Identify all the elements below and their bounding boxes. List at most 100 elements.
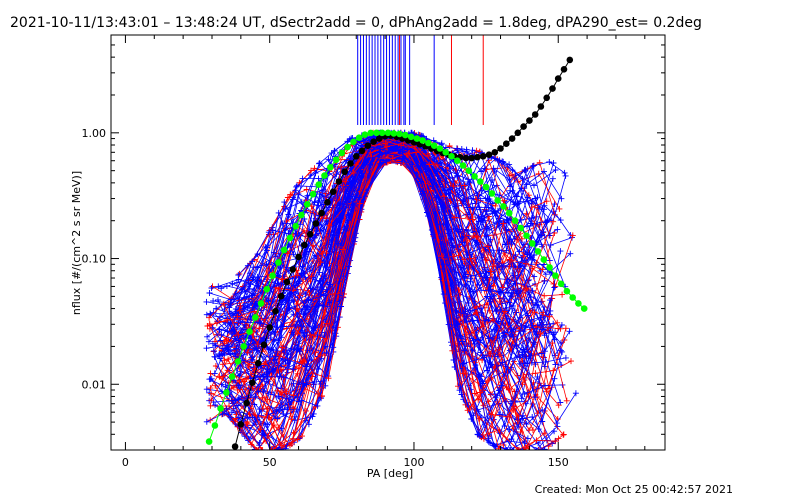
- measured-point: [457, 309, 464, 316]
- black-series-point: [370, 138, 377, 145]
- black-series-point: [468, 154, 476, 162]
- green-series-point: [286, 234, 294, 242]
- measured-point: [505, 386, 512, 393]
- measured-point: [553, 420, 560, 427]
- green-series-point: [454, 157, 461, 164]
- measured-point: [562, 325, 569, 332]
- measured-point: [237, 303, 244, 309]
- black-series-point: [283, 278, 291, 286]
- measured-point: [203, 298, 210, 305]
- measured-point: [392, 145, 399, 152]
- measured-point: [219, 411, 226, 417]
- measured-point: [308, 167, 314, 174]
- measured-point: [469, 317, 476, 324]
- green-series-point: [240, 343, 247, 350]
- green-series-point: [477, 178, 484, 185]
- measured-point: [499, 284, 506, 291]
- measured-point: [514, 201, 521, 208]
- measured-point: [237, 319, 244, 326]
- measured-point: [500, 332, 507, 339]
- x-tick-label: 50: [263, 456, 277, 469]
- measured-point: [542, 359, 549, 365]
- measured-point: [487, 268, 494, 275]
- measured-point: [317, 381, 324, 388]
- measured-point: [252, 393, 259, 400]
- measured-point: [211, 348, 217, 354]
- measured-point: [519, 412, 526, 419]
- measured-point: [302, 291, 309, 297]
- measured-point: [290, 392, 297, 399]
- measured-point: [294, 305, 301, 312]
- green-series-point: [303, 201, 311, 208]
- measured-point: [521, 391, 528, 397]
- measured-point: [281, 349, 288, 356]
- measured-point: [496, 351, 503, 358]
- measured-point: [531, 273, 538, 280]
- measured-point: [234, 310, 240, 317]
- measured-point: [488, 411, 495, 418]
- measured-point: [298, 198, 305, 205]
- measured-point: [235, 331, 242, 338]
- measured-point: [211, 353, 218, 360]
- black-series-point: [462, 154, 470, 162]
- black-series-point: [526, 117, 533, 124]
- black-series-point: [560, 66, 568, 73]
- measured-point: [477, 270, 484, 277]
- measured-point: [461, 310, 468, 317]
- measured-point: [513, 193, 520, 200]
- black-series-point: [266, 324, 274, 331]
- measured-point: [335, 240, 342, 247]
- measured-point: [308, 273, 315, 280]
- measured-point: [492, 202, 499, 209]
- measured-point: [500, 220, 507, 227]
- measured-point: [460, 197, 467, 204]
- measured-point: [323, 250, 330, 257]
- measured-point: [552, 438, 559, 445]
- measured-point: [471, 390, 478, 397]
- measured-point: [480, 435, 487, 442]
- measured-point: [438, 233, 445, 240]
- measured-point: [352, 161, 359, 168]
- measured-point: [481, 354, 488, 361]
- green-series-point: [373, 129, 380, 137]
- measured-point: [290, 435, 297, 442]
- y-tick-label: 0.10: [82, 253, 107, 266]
- measured-point: [259, 447, 266, 450]
- measured-point: [412, 149, 419, 156]
- measured-point: [487, 350, 494, 357]
- measured-point: [212, 382, 219, 389]
- measured-point: [524, 194, 531, 201]
- measured-point: [516, 447, 522, 450]
- green-series-point: [223, 389, 230, 396]
- black-series-point: [358, 147, 366, 155]
- black-series-point: [277, 292, 285, 300]
- green-series-point: [442, 149, 450, 156]
- measured-point: [305, 421, 312, 428]
- measured-point: [404, 146, 411, 153]
- measured-point: [262, 244, 269, 250]
- measured-point: [320, 292, 327, 299]
- measured-point: [280, 373, 287, 380]
- plot-frame: [110, 34, 666, 451]
- measured-point: [299, 433, 305, 440]
- measured-point: [462, 325, 469, 332]
- measured-point: [542, 382, 549, 389]
- measured-point: [463, 146, 470, 153]
- measured-point: [505, 280, 511, 287]
- measured-curve: [223, 156, 563, 423]
- black-series-point: [353, 153, 360, 160]
- measured-point: [275, 447, 282, 450]
- measured-point: [269, 447, 276, 450]
- green-series-point: [448, 153, 455, 160]
- measured-point: [248, 441, 255, 448]
- black-series-point: [318, 209, 325, 217]
- measured-point: [551, 428, 558, 435]
- measured-point: [529, 287, 536, 294]
- measured-point: [228, 296, 234, 303]
- black-series-point: [312, 220, 320, 227]
- created-timestamp: Created: Mon Oct 25 00:42:57 2021: [535, 483, 733, 496]
- measured-point: [208, 397, 215, 404]
- measured-point: [518, 323, 525, 329]
- measured-point: [496, 157, 503, 164]
- measured-point: [256, 442, 263, 449]
